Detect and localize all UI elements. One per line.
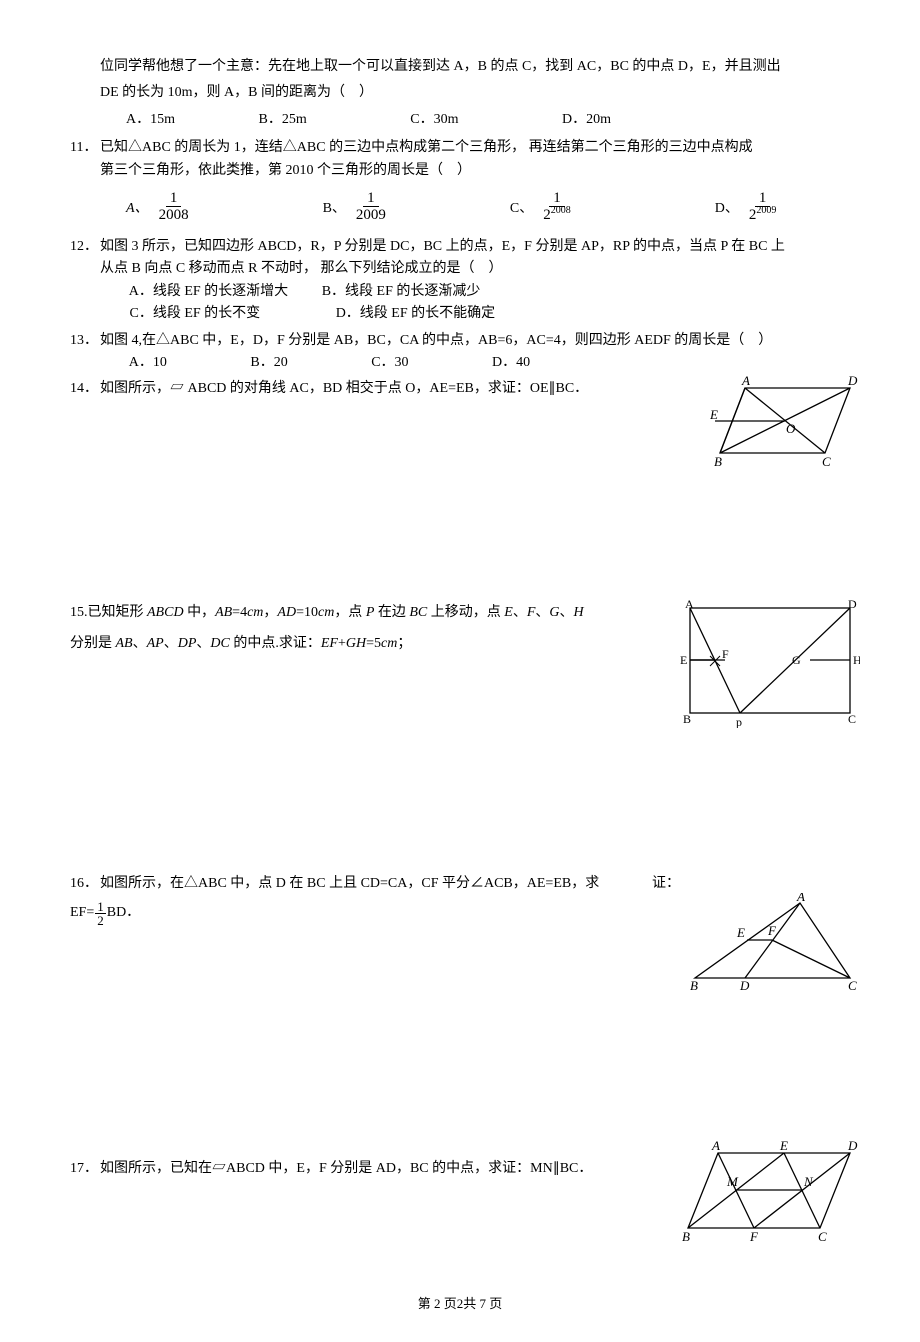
q11-opt-d: D、 122009 (715, 190, 781, 224)
svg-text:C: C (822, 454, 831, 469)
q14-text: 如图所示，▱ ABCD 的对角线 AC，BD 相交于点 O，AE=EB，求证：O… (100, 378, 710, 400)
svg-text:D: D (847, 1138, 858, 1153)
q10-opt-c: C．30m (410, 109, 458, 131)
q17-number: 17． (70, 1158, 100, 1180)
q16: 16． 如图所示，在△ABC 中，点 D 在 BC 上且 CD=CA，CF 平分… (70, 873, 690, 895)
svg-text:D: D (847, 373, 858, 388)
q17-text: 如图所示，已知在▱ABCD 中，E，F 分别是 AD，BC 的中点，求证：MN∥… (100, 1158, 680, 1180)
svg-text:O: O (786, 421, 796, 436)
q12-line1: 如图 3 所示，已知四边形 ABCD，R，P 分别是 DC，BC 上的点，E，F… (100, 236, 850, 258)
svg-text:A: A (741, 373, 750, 388)
q17: 17． 如图所示，已知在▱ABCD 中，E，F 分别是 AD，BC 的中点，求证… (70, 1158, 680, 1180)
q11-options: A、 12008 B、 12009 C、 122008 D、 122009 (126, 190, 850, 224)
q13-text: 如图 4,在△ABC 中，E，D，F 分别是 AB，BC，CA 的中点，AB=6… (100, 330, 850, 352)
svg-text:A: A (711, 1138, 720, 1153)
svg-text:A: A (796, 893, 805, 904)
q13: 13． 如图 4,在△ABC 中，E，D，F 分别是 AB，BC，CA 的中点，… (70, 330, 850, 375)
svg-text:D: D (739, 978, 750, 993)
q13-opts: A．10 B．20 C．30 D．40 (100, 352, 850, 374)
svg-text:B: B (690, 978, 698, 993)
svg-text:E: E (779, 1138, 788, 1153)
q16-number: 16． (70, 873, 100, 895)
q11: 11． 已知△ABC 的周长为 1，连结△ABC 的三边中点构成第二个三角形， … (70, 137, 850, 182)
q14: 14． 如图所示，▱ ABCD 的对角线 AC，BD 相交于点 O，AE=EB，… (70, 378, 710, 400)
q11-number: 11． (70, 137, 100, 182)
svg-text:A: A (685, 598, 694, 611)
q12-opts-row2: C．线段 EF 的长不变 D．线段 EF 的长不能确定 (100, 303, 850, 325)
q16-text-pre: 如图所示，在△ABC 中，点 D 在 BC 上且 CD=CA，CF 平分∠ACB… (100, 873, 599, 895)
q16-text-right: 证： (652, 873, 680, 895)
svg-text:C: C (848, 712, 856, 726)
svg-text:G: G (792, 653, 801, 667)
svg-text:F: F (749, 1229, 759, 1244)
q11-opt-a: A、 12008 (126, 190, 193, 224)
q10-opt-d: D．20m (562, 109, 611, 131)
svg-text:N: N (803, 1174, 814, 1189)
svg-text:E: E (736, 925, 745, 940)
svg-text:B: B (682, 1229, 690, 1244)
svg-text:E: E (680, 653, 687, 667)
q10-opt-b: B．25m (259, 109, 307, 131)
q12-opts-row1: A．线段 EF 的长逐渐增大 B．线段 EF 的长逐渐减少 (100, 281, 850, 303)
q10-continuation-1: 位同学帮他想了一个主意：先在地上取一个可以直接到达 A，B 的点 C，找到 AC… (100, 56, 850, 78)
svg-text:E: E (710, 407, 718, 422)
q13-number: 13． (70, 330, 100, 375)
q12-line2: 从点 B 向点 C 移动而点 R 不动时， 那么下列结论成立的是（ ） (100, 258, 850, 280)
q11-line1: 已知△ABC 的周长为 1，连结△ABC 的三边中点构成第二个三角形， 再连结第… (100, 137, 850, 159)
q16-figure: A B C D E F (690, 893, 860, 998)
q15-figure: A D B C E F G H p (680, 598, 860, 733)
q14-figure: A D B C E O (710, 373, 860, 478)
q11-line2: 第三个三角形，依此类推，第 2010 个三角形的周长是（ ） (100, 160, 850, 182)
svg-text:F: F (767, 923, 777, 938)
q10-continuation-2: DE 的长为 10m，则 A，B 间的距离为（ ） (100, 82, 850, 104)
svg-text:C: C (818, 1229, 827, 1244)
q16-equation: EF= 12 BD． (70, 900, 690, 927)
svg-text:M: M (726, 1174, 739, 1189)
q10-options: A．15m B．25m C．30m D．20m (126, 109, 850, 131)
svg-text:F: F (722, 647, 729, 661)
q12: 12． 如图 3 所示，已知四边形 ABCD，R，P 分别是 DC，BC 上的点… (70, 236, 850, 326)
svg-text:H: H (853, 653, 860, 667)
page-footer: 第 2 页2共 7 页 (70, 1293, 850, 1312)
q14-number: 14． (70, 378, 100, 400)
q11-opt-c: C、 122008 (510, 190, 575, 224)
svg-text:D: D (848, 598, 857, 611)
svg-text:C: C (848, 978, 857, 993)
q17-figure: A E D B F C M N (680, 1138, 860, 1253)
svg-text:B: B (683, 712, 691, 726)
q12-number: 12． (70, 236, 100, 326)
q10-opt-a: A．15m (126, 109, 175, 131)
svg-text:B: B (714, 454, 722, 469)
q11-opt-b: B、 12009 (323, 190, 390, 224)
svg-text:p: p (736, 715, 742, 728)
